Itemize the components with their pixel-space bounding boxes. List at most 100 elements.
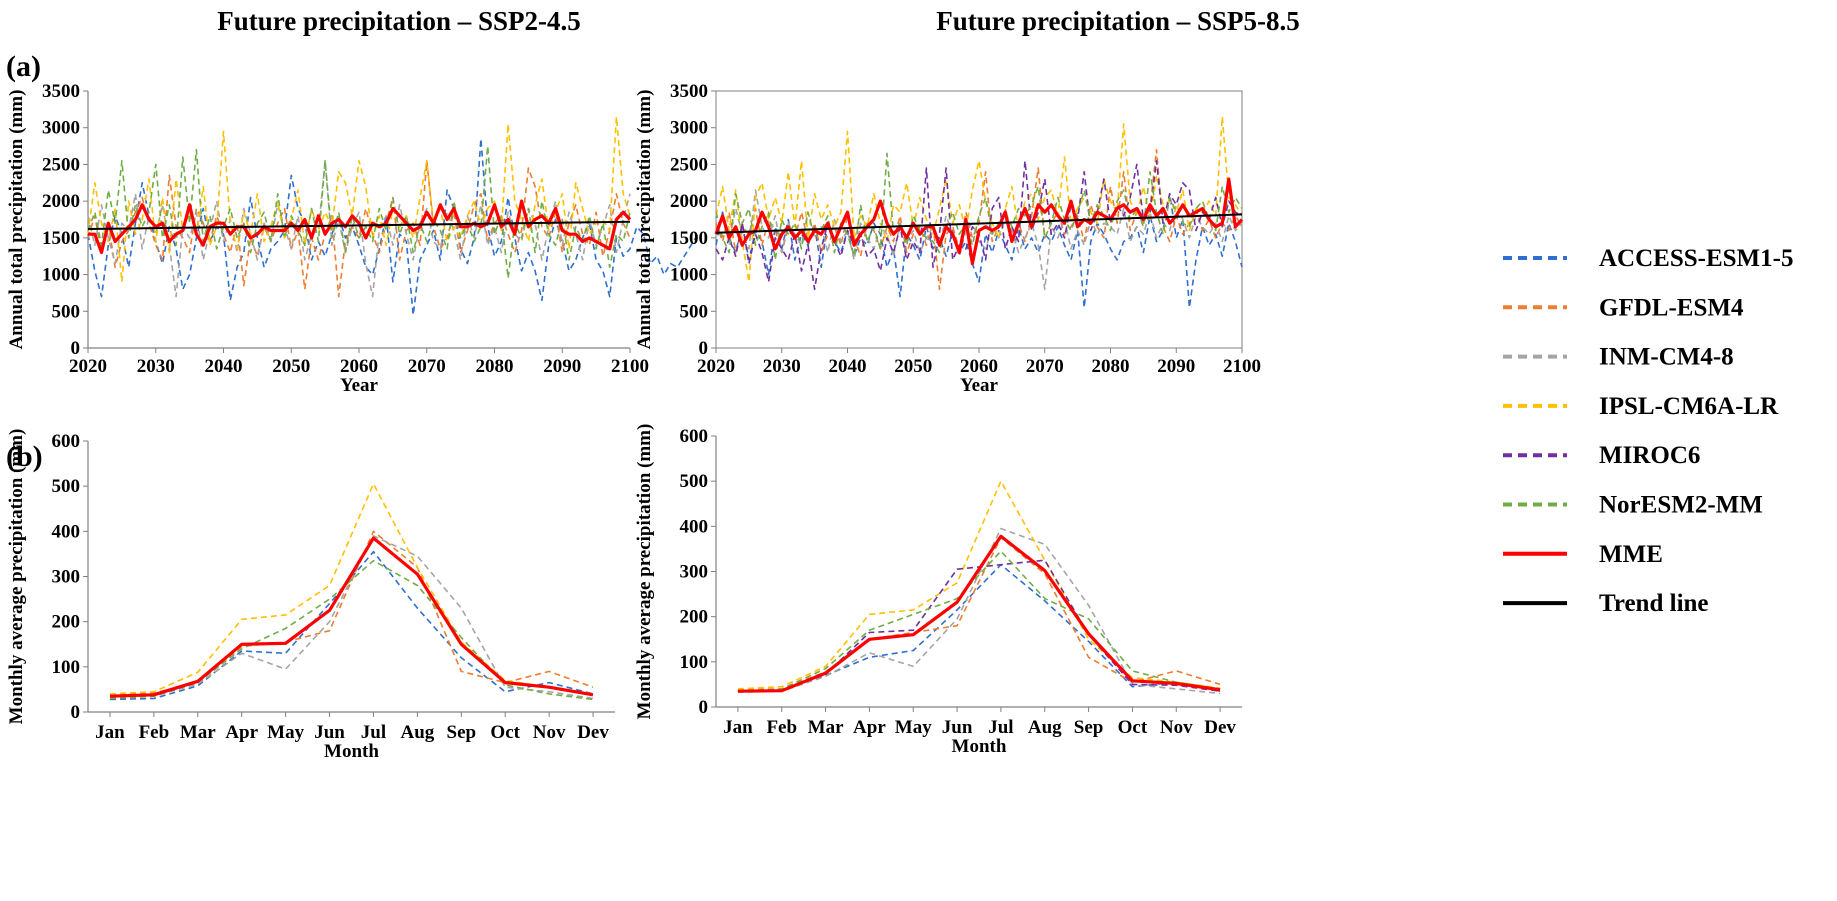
y-tick-label: 3500 [42, 81, 80, 102]
x-tick-label: Aug [1028, 717, 1062, 738]
x-tick-label: 2060 [960, 356, 998, 377]
x-tick-label: 2020 [697, 356, 735, 377]
y-tick-label: 500 [680, 471, 709, 492]
y-tick-label: 3000 [670, 118, 708, 139]
title-ssp585: Future precipitation – SSP5-8.5 [936, 6, 1300, 36]
trend-line [87, 220, 631, 231]
series-inm-cm4-8 [715, 189, 1243, 291]
x-tick-label: Apr [853, 717, 886, 738]
x-tick-label: Jun [314, 722, 345, 743]
series-noresm2-mm [715, 152, 1243, 261]
y-tick-label: 100 [680, 652, 709, 673]
series-inm-cm4-8 [87, 160, 631, 298]
y-tick-label: 600 [680, 426, 709, 447]
x-tick-label: Jul [361, 722, 386, 743]
x-tick-label: 2060 [340, 356, 378, 377]
legend-label: MIROC6 [1599, 442, 1700, 469]
y-tick-label: 0 [71, 702, 81, 723]
y-tick-label: 3500 [670, 81, 708, 102]
panel-label-b: (b) [6, 440, 43, 473]
x-tick-label: 2020 [69, 356, 107, 377]
x-tick-label: 2100 [1223, 356, 1261, 377]
y-tick-label: 500 [52, 476, 81, 497]
x-tick-label: 2070 [408, 356, 446, 377]
series-access-esm1-5 [87, 137, 699, 316]
x-tick-label: 2030 [763, 356, 801, 377]
x-tick-label: Dev [1204, 717, 1236, 738]
x-tick-label: Oct [490, 722, 520, 743]
x-tick-label: 2100 [611, 356, 649, 377]
legend: ACCESS-ESM1-5 GFDL-ESM4 INM-CM4-8 IPSL-CM6A… [1503, 245, 1793, 617]
axes: 0 500 1000 1500 2000 2500 3000 3500 2020 2030 2040… [634, 81, 1261, 396]
series-mme [88, 199, 632, 255]
axes: 0 500 1000 1500 2000 2500 3000 3500 2020 2030 2040… [6, 81, 649, 396]
x-tick-label: Apr [225, 722, 258, 743]
x-tick-label: Mar [180, 722, 216, 743]
y-tick-label: 200 [680, 607, 709, 628]
x-tick-label: 2080 [1092, 356, 1130, 377]
series-ipsl-cm6a-lr [109, 483, 594, 695]
legend-item-miroc6: MIROC6 [1503, 442, 1700, 469]
y-tick-label: 200 [52, 612, 81, 633]
x-tick-label: May [895, 717, 932, 738]
x-tick-label: Dev [577, 722, 609, 743]
y-tick-label: 1000 [670, 265, 708, 286]
x-tick-label: 2070 [1026, 356, 1064, 377]
y-tick-label: 1500 [42, 228, 80, 249]
series-inm-cm4-8 [737, 527, 1221, 695]
legend-label: ACCESS-ESM1-5 [1599, 245, 1793, 272]
trend-line [715, 213, 1243, 234]
legend-item-mme: MME [1503, 541, 1663, 568]
y-tick-label: 500 [52, 301, 81, 322]
x-tick-label: 2090 [543, 356, 581, 377]
axes: 0 100 200 300 400 500 600 Jan Feb Mar Apr May Jun Jul… [6, 429, 615, 762]
x-tick-label: Sep [1074, 717, 1104, 738]
y-tick-label: 3000 [42, 118, 80, 139]
y-tick-label: 500 [680, 301, 709, 322]
x-tick-label: 2080 [476, 356, 514, 377]
y-tick-label: 600 [52, 431, 81, 452]
y-tick-label: 400 [680, 516, 709, 537]
x-tick-label: Nov [533, 722, 566, 743]
series-gfdl-esm4 [737, 536, 1221, 691]
x-tick-label: 2090 [1157, 356, 1195, 377]
series-access-esm1-5 [737, 563, 1221, 692]
panel-label-a: (a) [6, 50, 41, 83]
series-mme [714, 177, 1244, 266]
series-ipsl-cm6a-lr [87, 115, 631, 283]
legend-item-access-esm1-5: ACCESS-ESM1-5 [1503, 245, 1793, 272]
x-tick-label: Mar [808, 717, 844, 738]
legend-item-gfdl-esm4: GFDL-ESM4 [1503, 294, 1744, 321]
y-tick-label: 300 [52, 567, 81, 588]
series-mme [737, 534, 1221, 693]
y-axis-label: Annual total precipitation (mm) [6, 90, 27, 350]
x-tick-label: Jun [942, 717, 973, 738]
y-tick-label: 2000 [42, 191, 80, 212]
x-axis-label: Year [340, 375, 379, 396]
y-tick-label: 2500 [42, 154, 80, 175]
legend-item-noresm2-mm: NorESM2-MM [1503, 492, 1763, 519]
series-inm-cm4-8 [109, 535, 594, 700]
series-access-esm1-5 [109, 550, 594, 701]
y-tick-label: 0 [699, 338, 709, 359]
y-tick-label: 400 [52, 521, 81, 542]
chart-monthly-ssp245: 0 100 200 300 400 500 600 Jan Feb Mar Apr May Jun Jul… [6, 429, 615, 762]
y-tick-label: 100 [52, 657, 81, 678]
x-tick-label: Aug [400, 722, 434, 743]
title-ssp245: Future precipitation – SSP2-4.5 [217, 6, 581, 36]
legend-item-inm-cm4-8: INM-CM4-8 [1503, 344, 1734, 371]
axes: 0 100 200 300 400 500 600 Jan Feb Mar Apr May Jun Jul… [634, 424, 1242, 757]
chart-annual-ssp585: 0 500 1000 1500 2000 2500 3000 3500 2020 2030 2040… [634, 81, 1261, 396]
y-axis-label: Annual total precipitation (mm) [634, 90, 655, 350]
x-tick-label: Jul [988, 717, 1013, 738]
x-tick-label: Nov [1160, 717, 1193, 738]
x-tick-label: 2030 [137, 356, 175, 377]
x-tick-label: Sep [447, 722, 477, 743]
series-ipsl-cm6a-lr [715, 115, 1243, 283]
x-axis-label: Month [324, 741, 379, 762]
legend-label: INM-CM4-8 [1599, 344, 1734, 371]
x-axis-label: Month [952, 736, 1007, 757]
x-tick-label: 2040 [205, 356, 243, 377]
x-tick-label: Feb [139, 722, 170, 743]
y-tick-label: 0 [71, 338, 81, 359]
